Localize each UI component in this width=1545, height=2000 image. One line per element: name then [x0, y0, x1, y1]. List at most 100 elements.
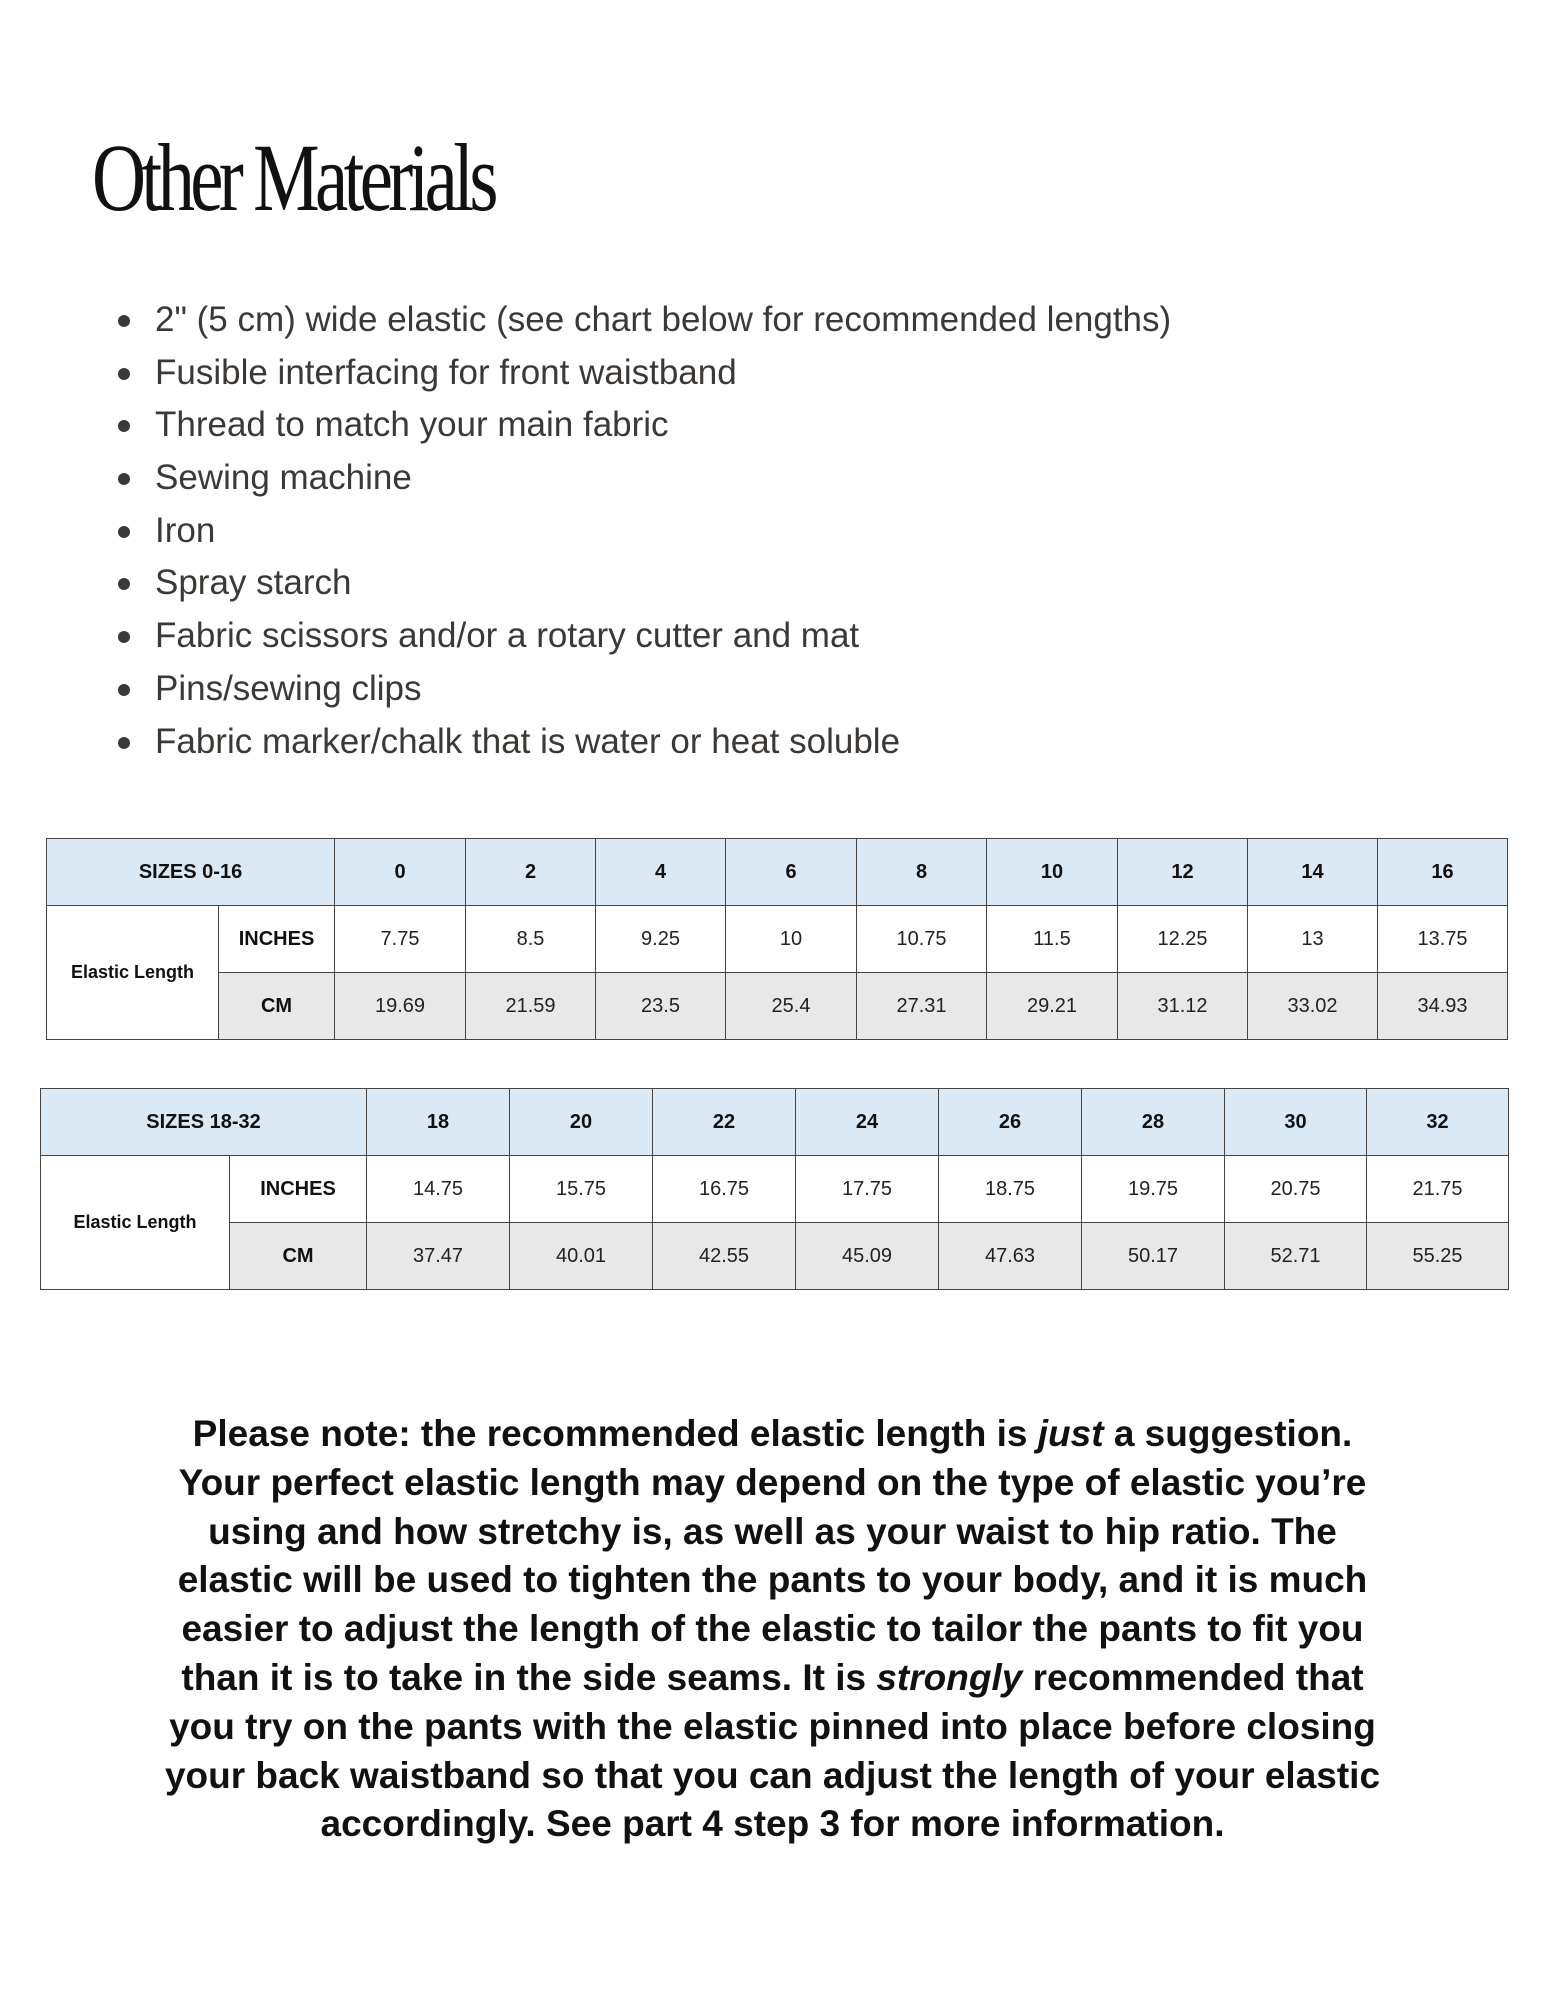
cm-value: 50.17	[1081, 1222, 1226, 1290]
inches-value: 10.75	[856, 905, 988, 973]
cm-value: 47.63	[938, 1222, 1083, 1290]
note-text: Please note: the recommended elastic len…	[192, 1413, 1038, 1454]
elastic-note: Please note: the recommended elastic len…	[0, 1410, 1545, 1849]
material-item: Fusible interfacing for front waistband	[0, 347, 1171, 400]
material-text: Fabric marker/chalk that is water or hea…	[155, 721, 901, 761]
inches-value: 19.75	[1081, 1155, 1226, 1223]
bullet-icon	[118, 736, 130, 749]
note-text: you try on the pants with the elastic pi…	[169, 1705, 1376, 1747]
note-line: accordingly. See part 4 step 3 for more …	[0, 1800, 1545, 1849]
material-item: Fabric marker/chalk that is water or hea…	[0, 716, 1171, 769]
material-text: Pins/sewing clips	[155, 668, 422, 708]
size-header: 4	[595, 838, 727, 906]
inches-value: 13	[1247, 905, 1379, 973]
cm-value: 25.4	[725, 972, 858, 1040]
cm-value: 33.02	[1247, 972, 1379, 1040]
note-text: easier to adjust the length of the elast…	[181, 1608, 1364, 1650]
note-line: elastic will be used to tighten the pant…	[0, 1556, 1545, 1605]
inches-value: 13.75	[1377, 905, 1509, 973]
material-item: Spray starch	[0, 557, 1171, 610]
cm-value: 34.93	[1377, 972, 1509, 1040]
size-header-row: SIZES 0-16 0 2 4 6 8 10 12 14 16	[45, 838, 1509, 906]
bullet-icon	[118, 525, 130, 538]
size-header-row: SIZES 18-32 18 20 22 24 26 28 30 32	[39, 1088, 1510, 1156]
bullet-icon	[118, 315, 130, 327]
size-header: 24	[795, 1088, 940, 1156]
note-text: elastic will be used to tighten the pant…	[177, 1559, 1368, 1601]
material-text: Thread to match your main fabric	[155, 405, 669, 445]
sizes-range-header: SIZES 0-16	[45, 838, 336, 906]
bullet-icon	[118, 631, 130, 644]
note-line: Your perfect elastic length may depend o…	[0, 1459, 1545, 1508]
cm-value: 23.5	[595, 972, 727, 1040]
inches-value: 14.75	[366, 1155, 511, 1223]
note-text: than it is to take in the side seams. It…	[181, 1656, 877, 1698]
cm-value: 19.69	[334, 972, 467, 1040]
note-line: easier to adjust the length of the elast…	[0, 1605, 1545, 1654]
cm-value: 29.21	[986, 972, 1119, 1040]
material-text: 2" (5 cm) wide elastic (see chart below …	[155, 300, 1172, 339]
material-item: Iron	[0, 505, 1171, 558]
material-text: Spray starch	[155, 563, 352, 603]
size-header: 12	[1117, 838, 1249, 906]
size-header: 30	[1224, 1088, 1368, 1156]
cm-label: CM	[217, 972, 336, 1040]
size-header: 26	[938, 1088, 1083, 1156]
note-emphasis: just	[1037, 1413, 1104, 1454]
note-text: using and how stretchy is, as well as yo…	[208, 1510, 1337, 1552]
note-text: a suggestion.	[1103, 1413, 1353, 1454]
note-text: recommended that	[1022, 1656, 1364, 1698]
inches-value: 18.75	[938, 1155, 1083, 1223]
cm-row: CM 37.47 40.01 42.55 45.09 47.63 50.17 52.71 55.…	[41, 1222, 1510, 1290]
inches-label: INCHES	[217, 905, 336, 973]
bullet-icon	[118, 420, 130, 433]
size-header: 8	[856, 838, 988, 906]
inches-value: 15.75	[509, 1155, 654, 1223]
material-item: Sewing machine	[0, 452, 1171, 505]
note-text: your back waistband so that you can adju…	[164, 1754, 1381, 1796]
inches-value: 17.75	[795, 1155, 940, 1223]
inches-row: Elastic Length INCHES 14.75 15.75 16.75 17.75…	[40, 1155, 1510, 1290]
material-text: Fabric scissors and/or a rotary cutter a…	[155, 616, 860, 656]
size-header: 28	[1081, 1088, 1226, 1156]
materials-list: 2" (5 cm) wide elastic (see chart below …	[0, 294, 1171, 768]
note-line: your back waistband so that you can adju…	[0, 1752, 1545, 1801]
inches-value: 8.5	[465, 905, 597, 973]
note-line: using and how stretchy is, as well as yo…	[0, 1508, 1545, 1557]
note-line: you try on the pants with the elastic pi…	[0, 1703, 1545, 1752]
note-emphasis: strongly	[876, 1656, 1023, 1698]
elastic-length-label: Elastic Length	[46, 905, 219, 1040]
cm-value: 55.25	[1366, 1222, 1510, 1290]
size-header: 0	[334, 838, 467, 906]
inches-value: 11.5	[986, 905, 1119, 973]
cm-value: 37.47	[366, 1222, 511, 1290]
inches-value: 7.75	[334, 905, 467, 973]
page-title: Other Materials	[92, 124, 498, 231]
inches-row: Elastic Length INCHES 7.75 8.5 9.25 10 10.75 11…	[46, 905, 1509, 1040]
size-header: 32	[1366, 1088, 1510, 1156]
size-header: 20	[509, 1088, 654, 1156]
material-text: Fusible interfacing for front waistband	[155, 352, 737, 392]
inches-value: 21.75	[1366, 1155, 1510, 1223]
size-header: 18	[366, 1088, 511, 1156]
note-line: Please note: the recommended elastic len…	[0, 1410, 1545, 1459]
cm-value: 52.71	[1224, 1222, 1368, 1290]
material-text: Iron	[155, 510, 216, 550]
bullet-icon	[118, 578, 130, 591]
bullet-icon	[118, 473, 130, 486]
cm-value: 21.59	[465, 972, 597, 1040]
inches-value: 10	[725, 905, 858, 973]
size-header: 22	[652, 1088, 797, 1156]
sizes-range-header: SIZES 18-32	[39, 1088, 368, 1156]
note-text: accordingly. See part 4 step 3 for more …	[320, 1803, 1225, 1845]
material-text: Sewing machine	[155, 458, 412, 498]
size-header: 16	[1377, 838, 1509, 906]
elastic-length-label: Elastic Length	[40, 1155, 230, 1290]
cm-row: CM 19.69 21.59 23.5 25.4 27.31 29.21 31.12 33.02…	[47, 972, 1509, 1040]
inches-value: 16.75	[652, 1155, 797, 1223]
material-item: Pins/sewing clips	[0, 663, 1171, 716]
cm-value: 40.01	[509, 1222, 654, 1290]
cm-value: 27.31	[856, 972, 988, 1040]
inches-value: 20.75	[1224, 1155, 1368, 1223]
cm-value: 31.12	[1117, 972, 1249, 1040]
